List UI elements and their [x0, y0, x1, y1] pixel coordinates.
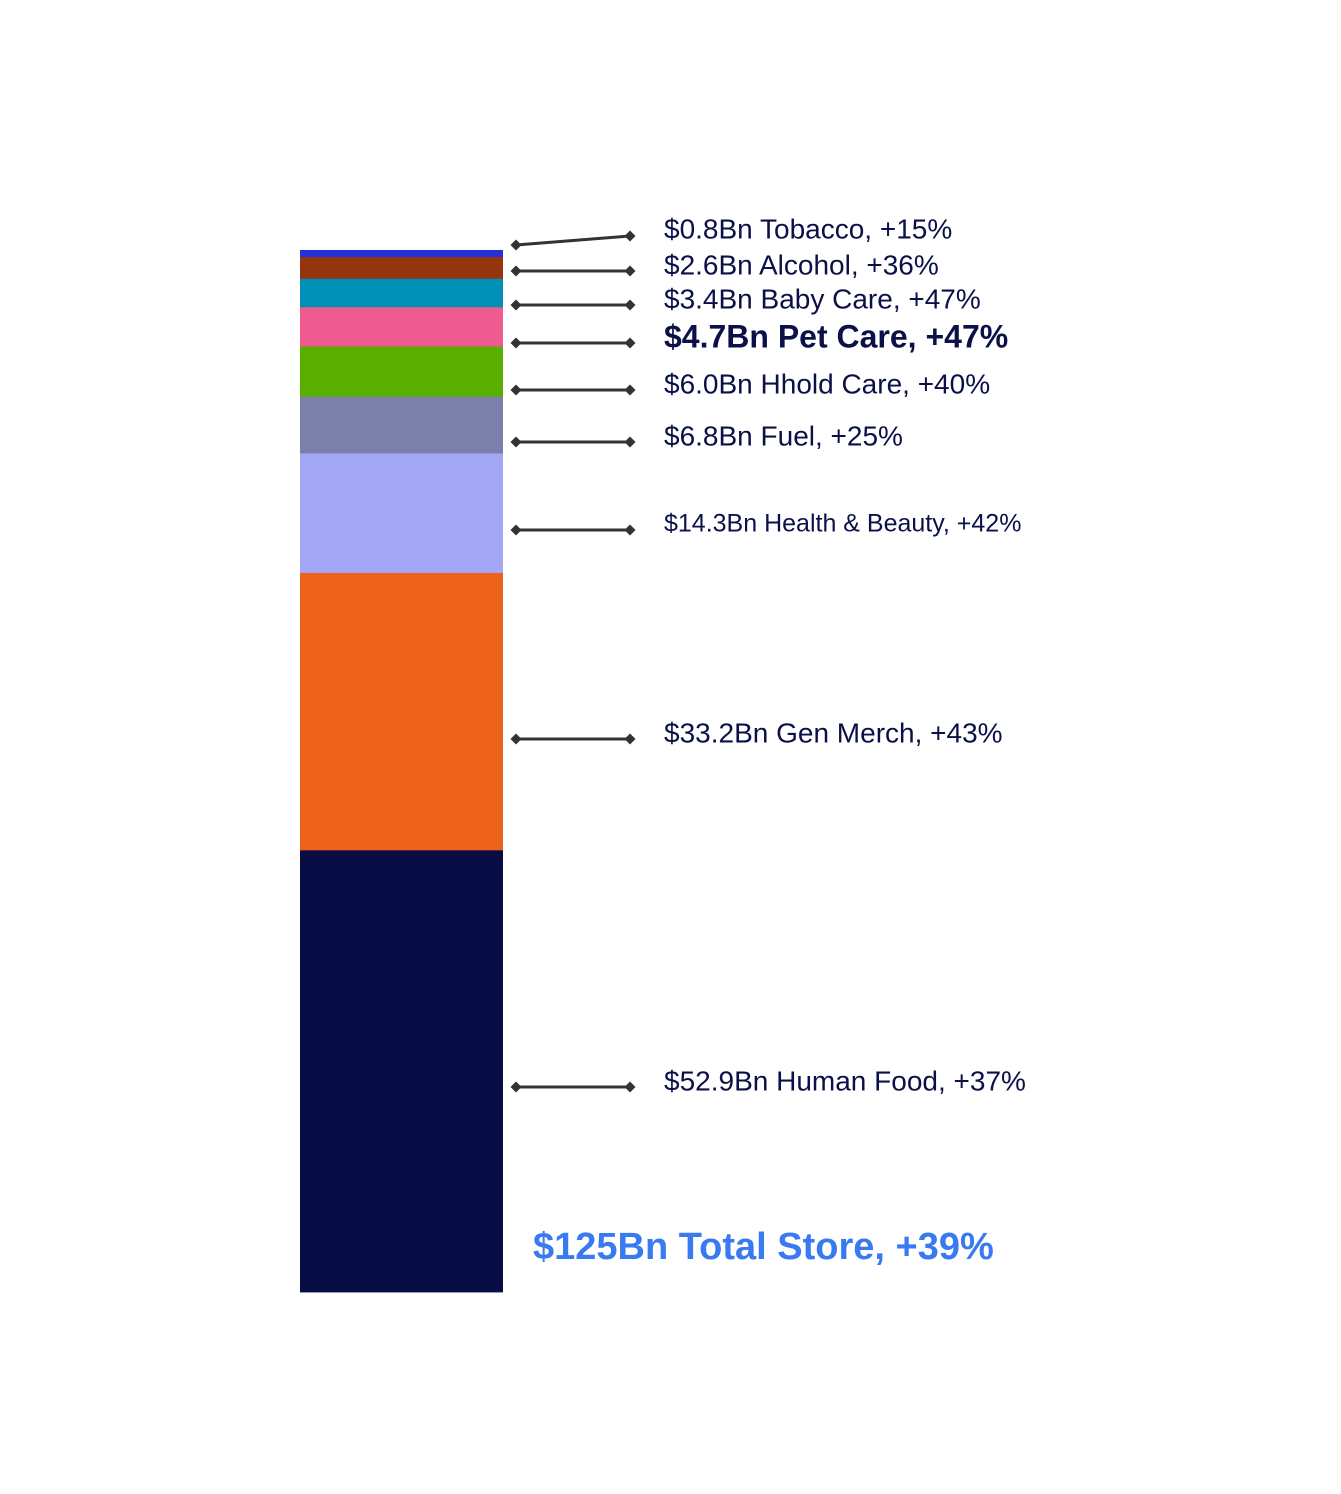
bar-segment-alcohol — [300, 256, 503, 279]
connector-end-human-food — [624, 1081, 636, 1093]
connector-start-hhold-care — [510, 384, 522, 396]
bar-segment-human-food — [300, 849, 503, 1293]
label-baby-care: $3.4Bn Baby Care, +47% — [664, 283, 981, 314]
bar-segment-fuel — [300, 396, 503, 454]
bar-segment-baby-care — [300, 278, 503, 308]
connector-end-baby-care — [624, 299, 636, 311]
connector-start-human-food — [510, 1081, 522, 1093]
connector-start-tobacco — [510, 239, 522, 251]
label-health-beauty: $14.3Bn Health & Beauty, +42% — [664, 510, 1021, 538]
bar-segment-hhold-care — [300, 346, 503, 397]
connector-end-hhold-care — [624, 384, 636, 396]
label-hhold-care: $6.0Bn Hhold Care, +40% — [664, 368, 990, 399]
connector-end-gen-merch — [624, 733, 636, 745]
connector-line-tobacco — [515, 234, 631, 247]
connector-start-fuel — [510, 436, 522, 448]
connector-start-health-beauty — [510, 524, 522, 536]
connector-end-health-beauty — [624, 524, 636, 536]
total-store-label: $125Bn Total Store, +39% — [533, 1226, 994, 1268]
label-pet-care: $4.7Bn Pet Care, +47% — [664, 318, 1008, 354]
connector-start-alcohol — [510, 265, 522, 277]
connector-start-baby-care — [510, 299, 522, 311]
label-gen-merch: $33.2Bn Gen Merch, +43% — [664, 717, 1003, 748]
bar-segment-health-beauty — [300, 453, 503, 573]
label-tobacco: $0.8Bn Tobacco, +15% — [664, 213, 952, 244]
connector-start-pet-care — [510, 337, 522, 349]
label-fuel: $6.8Bn Fuel, +25% — [664, 420, 903, 451]
connector-end-pet-care — [624, 337, 636, 349]
bar-segment-gen-merch — [300, 572, 503, 851]
bar-segment-pet-care — [300, 306, 503, 347]
bar-segment-tobacco — [300, 250, 503, 258]
label-alcohol: $2.6Bn Alcohol, +36% — [664, 249, 939, 280]
connector-end-alcohol — [624, 265, 636, 277]
connector-end-fuel — [624, 436, 636, 448]
connector-end-tobacco — [624, 230, 636, 242]
connector-start-gen-merch — [510, 733, 522, 745]
label-human-food: $52.9Bn Human Food, +37% — [664, 1065, 1026, 1096]
